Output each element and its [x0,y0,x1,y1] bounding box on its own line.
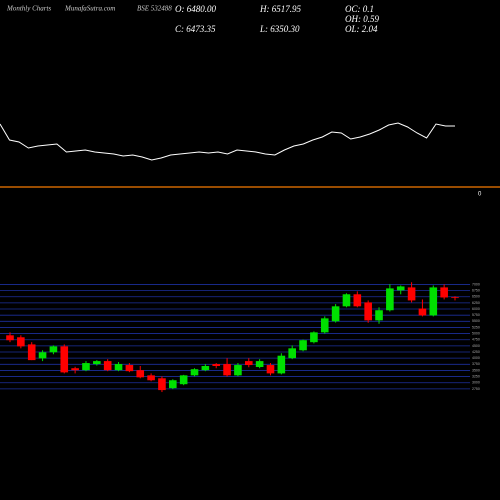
y-tick-label: 2750 [472,387,480,391]
candle-body [93,361,101,365]
y-tick-label: 3750 [472,362,480,366]
y-tick-label: 4000 [472,356,480,360]
site-label: Monthly Charts [6,5,51,13]
candle-body [38,352,47,359]
candle-body [125,365,134,372]
candle-body [244,361,253,366]
candle-body [114,364,123,371]
y-tick-label: 4250 [472,350,480,354]
candle-body [353,294,362,307]
y-tick-label: 6000 [472,307,480,311]
candle-body [158,378,166,391]
candle-body [451,297,459,299]
candle-body [6,335,14,341]
stat: O: 6480.00 [175,4,216,14]
indicator-line [0,122,455,161]
candle-body [375,310,383,321]
candle-body [27,344,36,361]
candle-body [223,364,231,376]
candle-body [386,288,394,311]
candle-body [60,346,69,373]
y-tick-label: 5750 [472,313,480,317]
y-tick-label: 3000 [472,381,480,385]
candle-body [17,337,25,347]
stat: L: 6350.30 [259,24,300,34]
candle-body [234,365,242,376]
candle-body [288,348,296,359]
candle-body [429,287,438,316]
candle-body [103,361,112,371]
stat: C: 6473.35 [175,24,216,34]
y-tick-label: 7000 [472,282,480,286]
y-tick-label: 5250 [472,325,480,329]
y-tick-label: 6750 [472,289,480,293]
y-tick-label: 6250 [472,301,480,305]
y-tick-label: 5000 [472,332,480,336]
candle-body [136,370,145,378]
candle-body [82,363,90,371]
y-tick-label: 3250 [472,374,480,378]
candle-body [169,380,177,389]
candle-body [396,286,405,291]
y-tick-label: 4500 [472,344,480,348]
candle-body [320,318,329,333]
zero-label: 0 [478,192,482,198]
candle-body [71,368,79,371]
candle-body [331,306,340,322]
candle-body [342,294,351,307]
y-tick-label: 5500 [472,319,480,323]
candle-body [147,375,155,381]
brand-label: MunafaSutra.com [64,5,115,13]
y-tick-label: 6500 [472,295,480,299]
candle-body [201,366,210,371]
candle-body [407,287,416,301]
candle-body [364,302,372,321]
stat: H: 6517.95 [259,4,301,14]
candle-body [190,369,199,376]
candle-body [418,308,427,316]
stat: OC: 0.1 [345,4,374,14]
stat: OH: 0.59 [345,14,379,24]
candle-body [49,346,58,353]
stat: OL: 2.04 [345,24,378,34]
candle-body [299,340,307,351]
candle-body [277,355,286,374]
candle-body [212,364,221,367]
y-tick-label: 3500 [472,368,480,372]
symbol-label: BSE 532488 [137,5,172,13]
candle-body [440,287,448,298]
candle-body [310,332,318,343]
y-tick-label: 4750 [472,338,480,342]
candle-body [179,375,188,385]
candle-body [266,365,275,374]
candle-body [255,361,264,367]
